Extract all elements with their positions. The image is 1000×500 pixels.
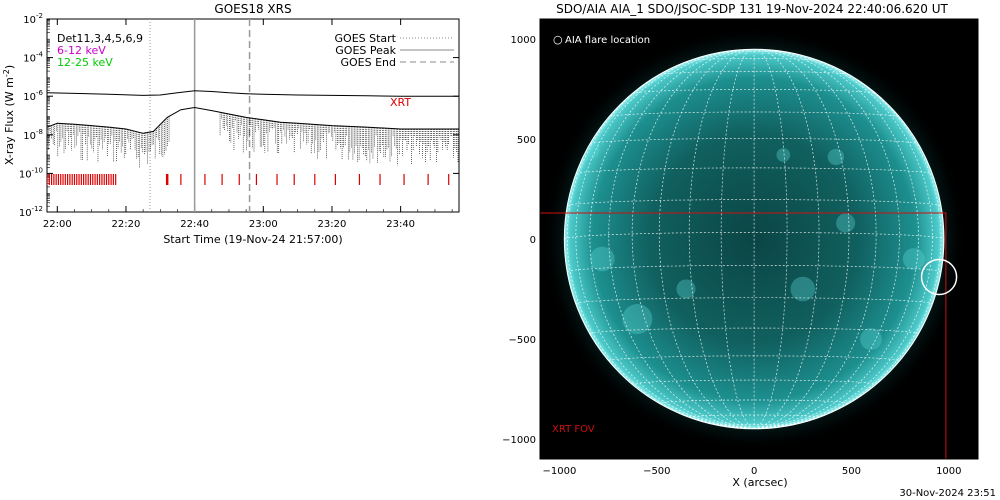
grid-line — [754, 49, 900, 429]
grid-line — [566, 265, 942, 273]
active-region — [860, 328, 882, 350]
goes-y-tick-label: 10-8 — [23, 128, 43, 142]
aia-y-tick-label: −1000 — [502, 435, 536, 446]
legend-12-25-kev: 12-25 keV — [57, 56, 113, 69]
grid-line — [631, 379, 877, 385]
grid-line — [566, 52, 755, 429]
grid-line — [658, 49, 755, 429]
xrt-label: XRT — [390, 96, 411, 109]
grid-line — [589, 49, 755, 429]
goes-series-long — [47, 90, 459, 97]
goes-x-label: Start Time (19-Nov-24 21:57:00) — [163, 233, 342, 246]
aia-y-tick-label: 0 — [530, 235, 536, 246]
grid-line — [753, 49, 788, 429]
grid-line — [658, 399, 850, 404]
aia-y-tick-label: 500 — [517, 135, 536, 146]
xrt-fov-box — [540, 212, 947, 459]
legend-goes-start: GOES Start — [335, 32, 397, 45]
grid-line — [720, 49, 755, 429]
goes-x-tick-label: 22:20 — [112, 219, 141, 230]
grid-line — [589, 138, 919, 145]
active-region — [622, 304, 653, 334]
active-regions — [577, 138, 925, 350]
goes-y-tick-label: 10-10 — [19, 166, 43, 180]
grid-line — [575, 167, 933, 175]
grid-line — [575, 49, 755, 429]
aia-x-tick-label: −1000 — [543, 466, 577, 477]
goes-x-tick-label: 23:20 — [318, 219, 347, 230]
grid-line — [567, 199, 941, 207]
xrt-fov-label: XRT FOV — [552, 424, 595, 435]
xrt-observation-marks — [47, 174, 450, 185]
active-region — [827, 148, 845, 166]
grid-line — [754, 49, 919, 429]
goes-y-tick-label: 10-12 — [19, 205, 43, 219]
grid-line — [754, 49, 877, 429]
active-region — [590, 246, 615, 272]
aia-panel: SDO/AIA AIA_1 SDO/JSOC-SDP 131 19-Nov-20… — [502, 2, 979, 489]
active-region — [776, 148, 791, 162]
goes-y-label: X-ray Flux (W m-2) — [2, 65, 16, 165]
legend-goes-end: GOES End — [340, 56, 396, 69]
aia-flare-marker — [920, 258, 958, 296]
aia-title: SDO/AIA AIA_1 SDO/JSOC-SDP 131 19-Nov-20… — [556, 2, 948, 16]
aia-x-tick-label: 0 — [751, 466, 757, 477]
aia-y-tick-label: 1000 — [511, 35, 536, 46]
goes-series — [47, 90, 459, 168]
goes-x-tick-label: 23:00 — [249, 219, 278, 230]
goes-x-tick-label: 23:40 — [386, 219, 415, 230]
active-region — [790, 276, 816, 302]
goes-series-short — [47, 106, 459, 134]
aia-y-tick-label: −500 — [509, 335, 536, 346]
grid-line — [632, 89, 877, 94]
goes-y-tick-label: 10-6 — [23, 89, 43, 103]
goes-x-tick-label: 22:40 — [180, 219, 209, 230]
legend-detectors: Det11,3,4,5,6,9 — [57, 32, 143, 45]
goes-y-axis: 10-2 10-4 10-6 10-8 10-10 10-12 — [19, 12, 459, 219]
active-region — [676, 279, 696, 299]
active-region — [902, 248, 925, 270]
aia-legend-symbol: ○ — [553, 33, 563, 46]
aia-x-tick-label: 1000 — [936, 466, 961, 477]
grid-line — [754, 52, 942, 429]
grid-line — [608, 49, 755, 429]
legend-6-12-kev: 6-12 keV — [57, 44, 106, 57]
goes-panel: GOES18 XRS 10-2 10-4 10-6 10-8 10-10 10-12 22… — [2, 2, 460, 246]
goes-event-lines — [149, 19, 251, 212]
goes-x-tick-label: 22:00 — [43, 219, 72, 230]
aia-x-label: X (arcsec) — [732, 476, 787, 489]
grid-line — [754, 49, 933, 429]
grid-line — [659, 71, 849, 75]
grid-line — [689, 58, 819, 61]
aia-legend-text: AIA flare location — [565, 35, 650, 46]
footer-timestamp: 30-Nov-2024 23:51 — [899, 488, 996, 499]
goes-y-tick-label: 10-2 — [23, 12, 43, 26]
heliographic-grid — [564, 49, 944, 429]
grid-line — [575, 297, 933, 305]
aia-x-tick-label: 500 — [842, 466, 861, 477]
grid-line — [631, 49, 755, 429]
grid-line — [754, 49, 850, 429]
solar-limb — [563, 48, 945, 430]
legend-goes-peak: GOES Peak — [335, 44, 396, 57]
aia-x-tick-label: −500 — [643, 466, 670, 477]
active-region — [836, 213, 856, 233]
aia-axes: −1000 −500 0 500 1000 −1000 −500 0 500 1000 — [502, 19, 978, 477]
goes-y-tick-label: 10-4 — [23, 51, 43, 65]
goes-title: GOES18 XRS — [214, 2, 291, 16]
